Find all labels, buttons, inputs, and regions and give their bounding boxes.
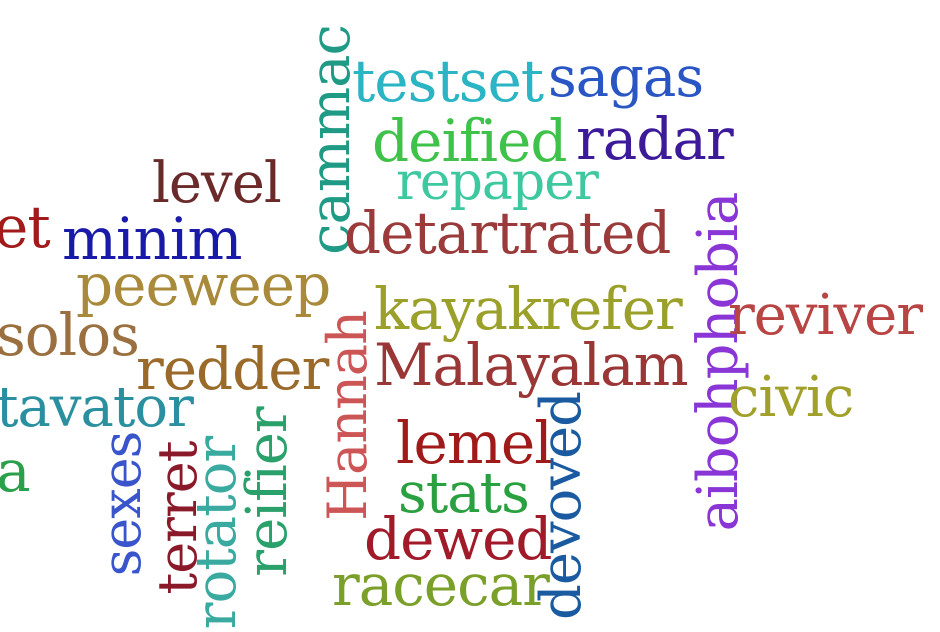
word-hannah: Hannah bbox=[316, 311, 379, 521]
word-deified: deified bbox=[372, 107, 567, 175]
word-civic: civic bbox=[728, 365, 854, 430]
word-racecar: racecar bbox=[332, 551, 550, 619]
word-malayalam: Malayalam bbox=[374, 331, 689, 399]
word-kayakrefer: kayakrefer bbox=[374, 275, 683, 343]
word-detartrated: detartrated bbox=[344, 199, 671, 267]
word-et: et bbox=[0, 193, 51, 261]
word-testset: testset bbox=[352, 47, 544, 115]
word-rotator: rotator bbox=[184, 436, 249, 630]
word-sexes: sexes bbox=[90, 431, 153, 577]
word-repaper: repaper bbox=[396, 152, 599, 212]
word-tavator: tavator bbox=[0, 375, 194, 440]
word-redder: redder bbox=[136, 335, 329, 403]
word-reviver: reviver bbox=[728, 283, 923, 348]
word-solos: solos bbox=[0, 301, 140, 369]
word-dewed: dewed bbox=[364, 505, 553, 573]
word-peeweep: peeweep bbox=[76, 251, 331, 319]
word-reifier: reifier bbox=[235, 407, 300, 577]
word-a: a bbox=[0, 437, 31, 505]
word-stats: stats bbox=[398, 461, 530, 526]
word-aibohphobia: aibohphobia bbox=[686, 192, 751, 532]
word-lemel: lemel bbox=[396, 409, 553, 477]
word-level: level bbox=[152, 151, 282, 216]
word-minim: minim bbox=[62, 205, 242, 273]
word-radar: radar bbox=[576, 105, 734, 173]
word-sagas: sagas bbox=[548, 45, 704, 110]
